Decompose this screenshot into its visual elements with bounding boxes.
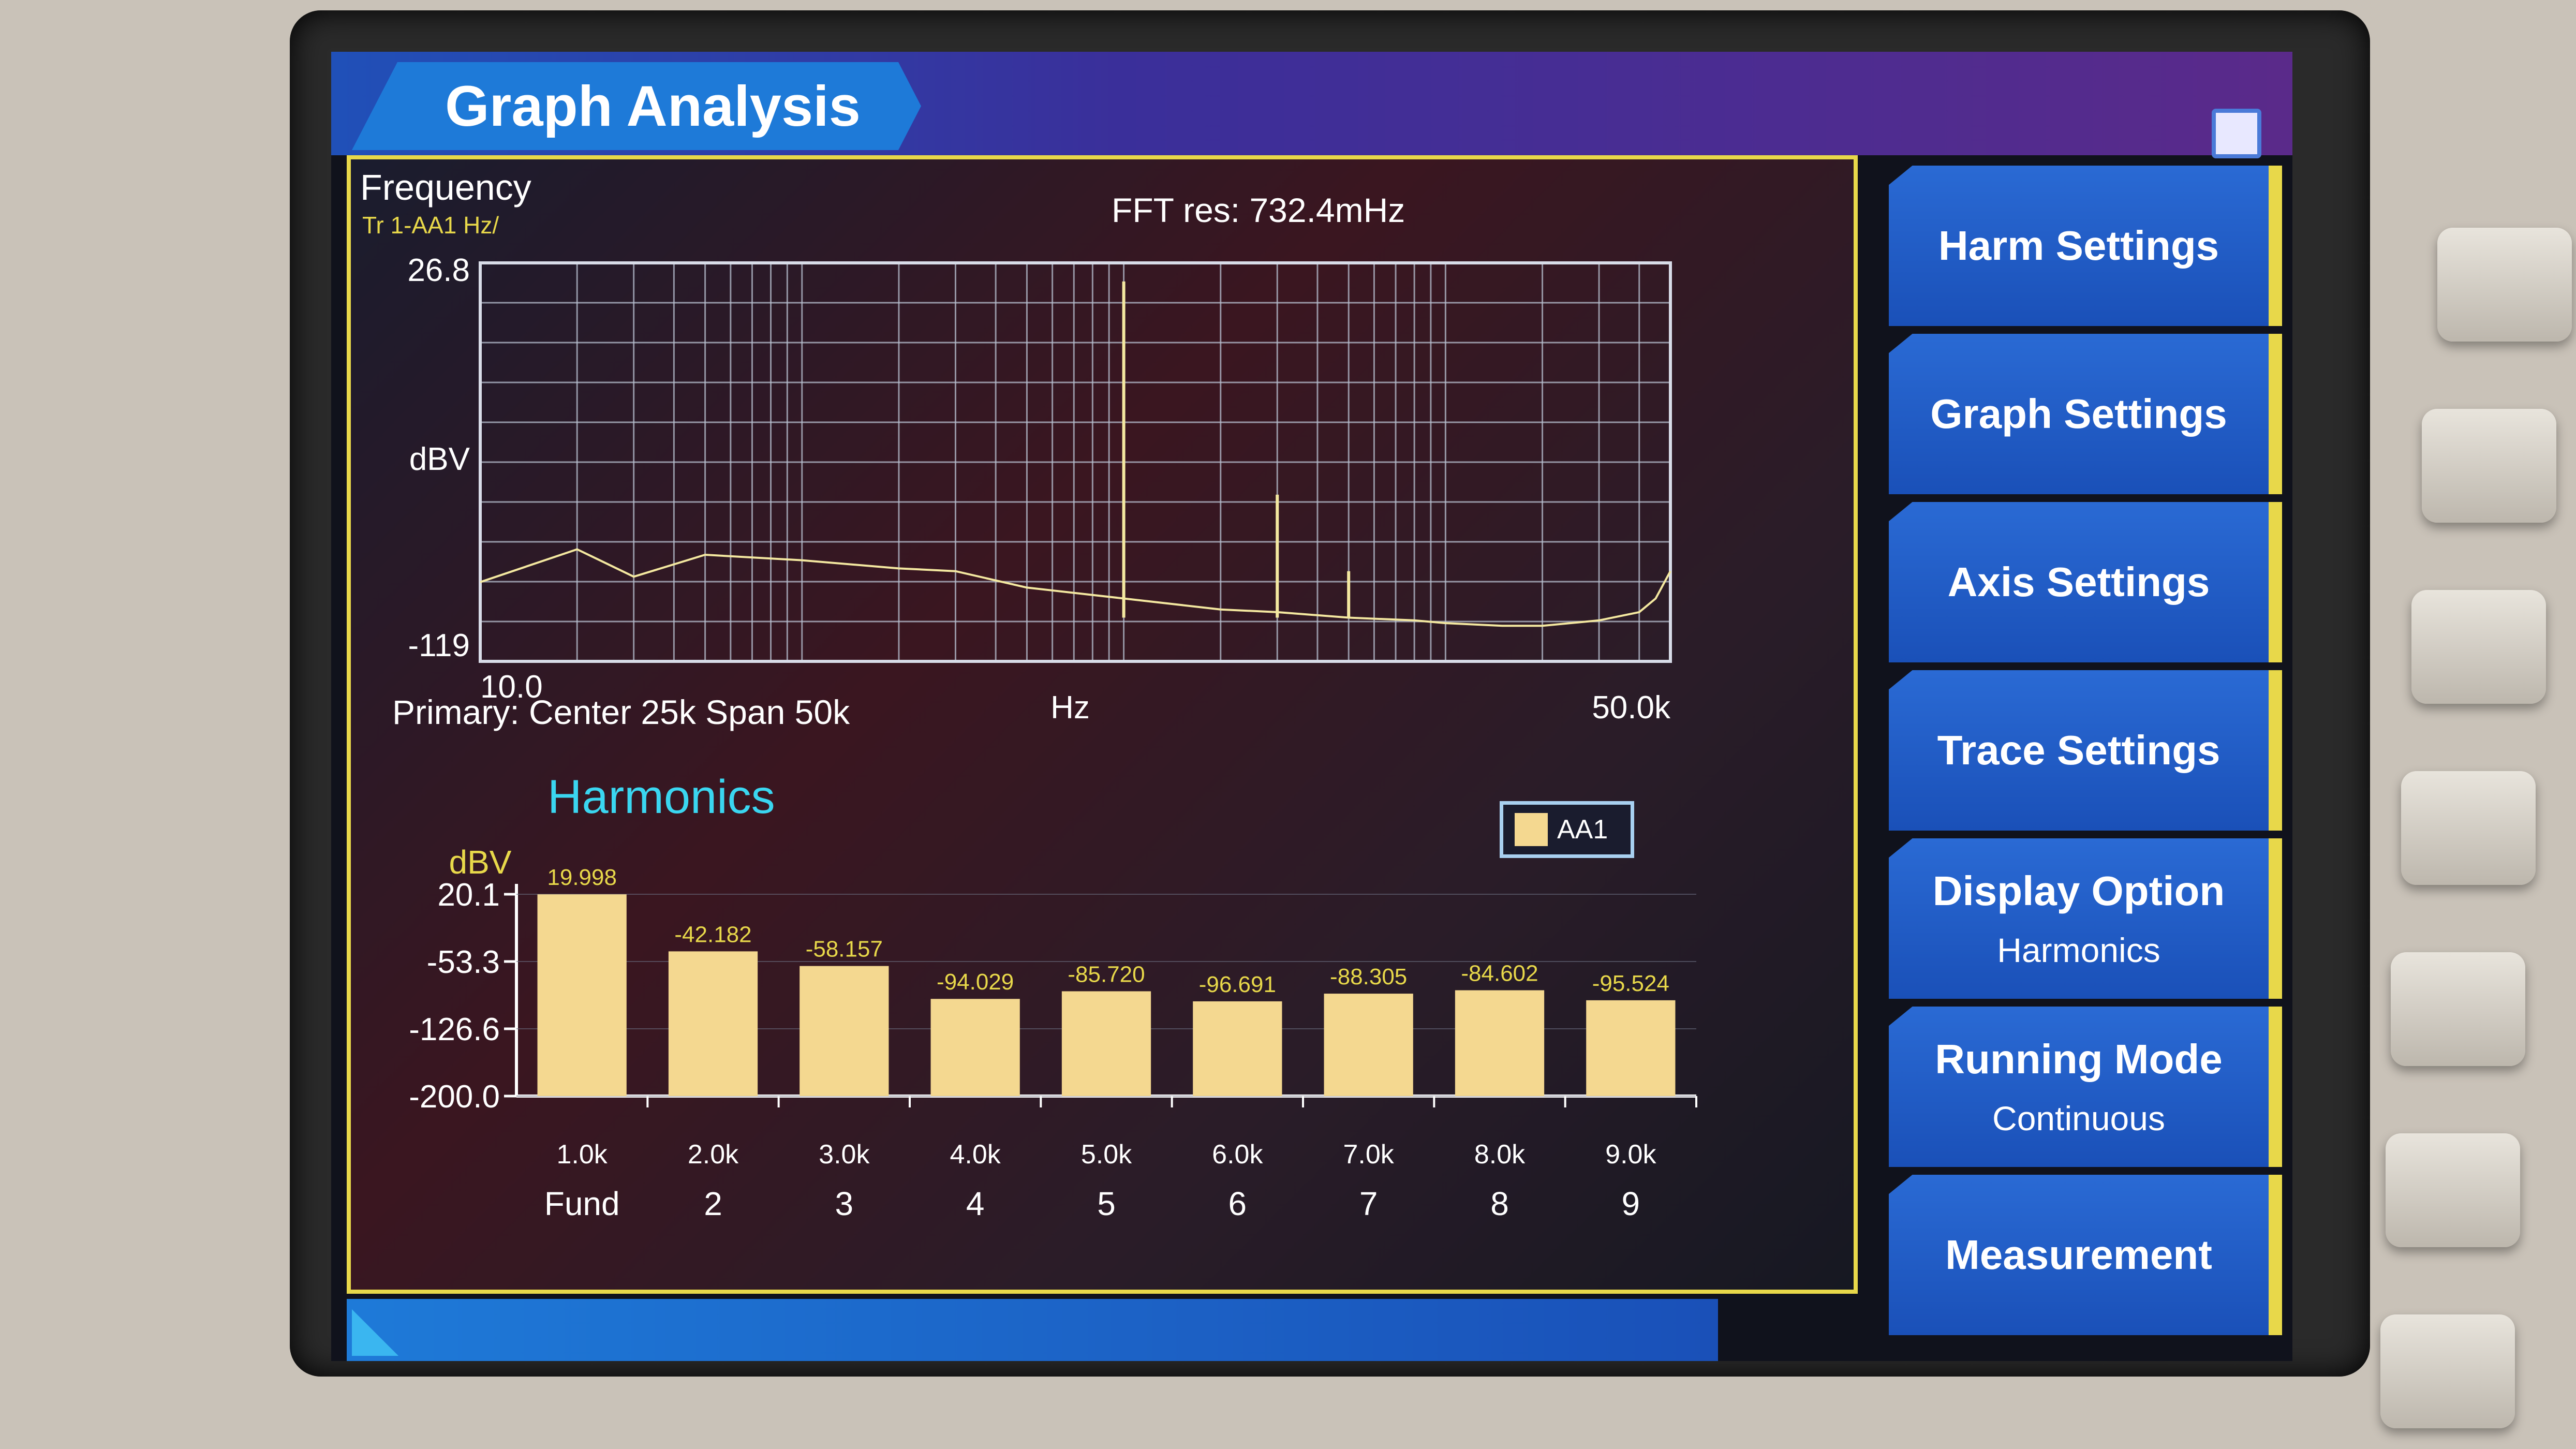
harmonic-frequency-label: 4.0k — [950, 1140, 1001, 1170]
softkey-label: Harm Settings — [1938, 223, 2219, 269]
harmonic-value-label: -58.157 — [806, 937, 883, 962]
harmonic-frequency-label: 2.0k — [688, 1140, 739, 1170]
harmonic-frequency-label: 1.0k — [557, 1140, 608, 1170]
spectrum-panel-label: Frequency — [360, 167, 531, 208]
harmonic-order-label: 7 — [1359, 1185, 1378, 1222]
harmonic-value-label: -94.029 — [937, 969, 1014, 995]
softkey-label: Axis Settings — [1947, 559, 2210, 605]
harmonic-bar — [537, 894, 627, 1096]
softkey-menu: Harm Settings Graph Settings Axis Settin… — [1858, 155, 2292, 1361]
harmonic-value-label: 19.998 — [547, 865, 617, 890]
harmonic-order-label: 9 — [1622, 1185, 1640, 1222]
hardware-button-6[interactable] — [2386, 1133, 2520, 1247]
harmonics-y-unit: dBV — [449, 844, 512, 881]
harmonic-value-label: -95.524 — [1592, 971, 1669, 996]
harmonics-legend[interactable]: AA1 — [1500, 801, 1634, 858]
harmonic-bar — [1061, 991, 1151, 1096]
spectrum-x-right: 50.0k — [1592, 690, 1671, 726]
harmonic-bar — [930, 999, 1020, 1096]
spectrum-y-unit: dBV — [409, 441, 470, 477]
harmonic-order-label: 8 — [1490, 1185, 1509, 1222]
softkey-label: Running Mode — [1935, 1036, 2223, 1082]
trace-label: Tr 1-AA1 Hz/ — [362, 212, 499, 239]
harmonic-frequency-label: 8.0k — [1474, 1140, 1526, 1170]
hardware-button-2[interactable] — [2422, 409, 2556, 523]
harmonics-title: Harmonics — [547, 771, 775, 823]
harmonics-y-tick-label: -53.3 — [427, 944, 500, 980]
fft-resolution: FFT res: 732.4mHz — [1112, 191, 1405, 229]
hardware-button-5[interactable] — [2391, 952, 2525, 1066]
title-bar: Graph Analysis — [331, 52, 2292, 158]
softkey-label: Trace Settings — [1937, 727, 2220, 773]
expand-arrow-icon[interactable] — [352, 1309, 398, 1356]
spectrum-chart[interactable]: 26.8 dBV -119 10.0 Hz 50.0k — [351, 159, 1854, 755]
harmonics-chart[interactable]: 20.1 -53.3 -126.6 -200.0 1.0k Fund 2.0k 2 3.0k 3 4… — [351, 159, 1854, 1290]
harmonic-value-label: -84.602 — [1461, 961, 1538, 986]
analyzer-screen: Graph Analysis Frequency Tr 1-AA1 Hz/ FF… — [331, 52, 2292, 1361]
harmonics-bars: 19.998 -42.182 -58.157 -94.029 -85.720 -96.69… — [537, 865, 1676, 1096]
harmonics-y-tick-label: 20.1 — [437, 877, 500, 913]
harmonic-value-label: -88.305 — [1330, 964, 1407, 989]
harm-settings-button[interactable]: Harm Settings — [1889, 166, 2282, 326]
harmonic-frequency-label: 9.0k — [1605, 1140, 1656, 1170]
harmonic-order-label: 6 — [1228, 1185, 1247, 1222]
hardware-button-3[interactable] — [2411, 590, 2546, 704]
graph-panel: Frequency Tr 1-AA1 Hz/ FFT res: 732.4mHz… — [347, 155, 1858, 1294]
harmonic-frequency-label: 6.0k — [1212, 1140, 1263, 1170]
harmonic-bar — [800, 966, 889, 1096]
harmonic-order-label: Fund — [544, 1185, 620, 1222]
page-title: Graph Analysis — [352, 62, 921, 150]
spectrum-y-bottom: -119 — [408, 628, 470, 663]
spectrum-plot-frame — [479, 261, 1672, 663]
harmonic-value-label: -85.720 — [1068, 962, 1145, 987]
axis-settings-button[interactable]: Axis Settings — [1889, 502, 2282, 662]
harmonic-bar — [1586, 1000, 1676, 1096]
spectrum-x-unit: Hz — [1050, 690, 1090, 726]
spectrum-trace-line — [480, 548, 1671, 627]
display-option-button[interactable]: Display Option Harmonics — [1889, 838, 2282, 999]
harmonic-value-label: -96.691 — [1199, 972, 1276, 997]
harmonic-bar — [1193, 1001, 1282, 1096]
trace-settings-button[interactable]: Trace Settings — [1889, 670, 2282, 831]
harmonic-order-label: 3 — [835, 1185, 854, 1222]
harmonic-order-label: 5 — [1097, 1185, 1116, 1222]
harmonics-y-tick-label: -126.6 — [409, 1012, 500, 1047]
measurement-button[interactable]: Measurement — [1889, 1175, 2282, 1335]
softkey-label: Measurement — [1945, 1232, 2212, 1278]
graph-settings-button[interactable]: Graph Settings — [1889, 334, 2282, 494]
bottom-status-strip — [347, 1299, 1718, 1361]
harmonic-frequency-label: 5.0k — [1081, 1140, 1132, 1170]
primary-span-label: Primary: Center 25k Span 50k — [392, 693, 850, 731]
harmonics-y-tick-label: -200.0 — [409, 1079, 500, 1115]
hardware-button-1[interactable] — [2437, 228, 2572, 342]
spectrum-peaks — [1122, 281, 1351, 618]
legend-label: AA1 — [1557, 815, 1608, 845]
softkey-label: Graph Settings — [1930, 391, 2227, 437]
harmonics-axis: 20.1 -53.3 -126.6 -200.0 1.0k Fund 2.0k 2 3.0k 3 4… — [409, 877, 1697, 1222]
harmonic-order-label: 2 — [704, 1185, 722, 1222]
spectrum-y-top: 26.8 — [407, 253, 470, 288]
softkey-label: Display Option — [1932, 868, 2225, 914]
harmonic-frequency-label: 3.0k — [819, 1140, 870, 1170]
harmonic-bar — [1455, 990, 1545, 1096]
hardware-button-4[interactable] — [2401, 771, 2536, 885]
harmonic-bar — [1324, 994, 1413, 1096]
harmonic-bar — [668, 951, 758, 1096]
network-status-icon[interactable] — [2212, 109, 2261, 158]
running-mode-button[interactable]: Running Mode Continuous — [1889, 1007, 2282, 1167]
harmonic-order-label: 4 — [966, 1185, 985, 1222]
spectrum-x-left: 10.0 — [480, 669, 543, 705]
softkey-value: Harmonics — [1997, 931, 2160, 969]
harmonic-value-label: -42.182 — [674, 922, 751, 947]
hardware-button-7[interactable] — [2380, 1314, 2515, 1428]
softkey-value: Continuous — [1992, 1099, 2165, 1137]
legend-swatch — [1515, 813, 1548, 846]
harmonic-frequency-label: 7.0k — [1343, 1140, 1395, 1170]
